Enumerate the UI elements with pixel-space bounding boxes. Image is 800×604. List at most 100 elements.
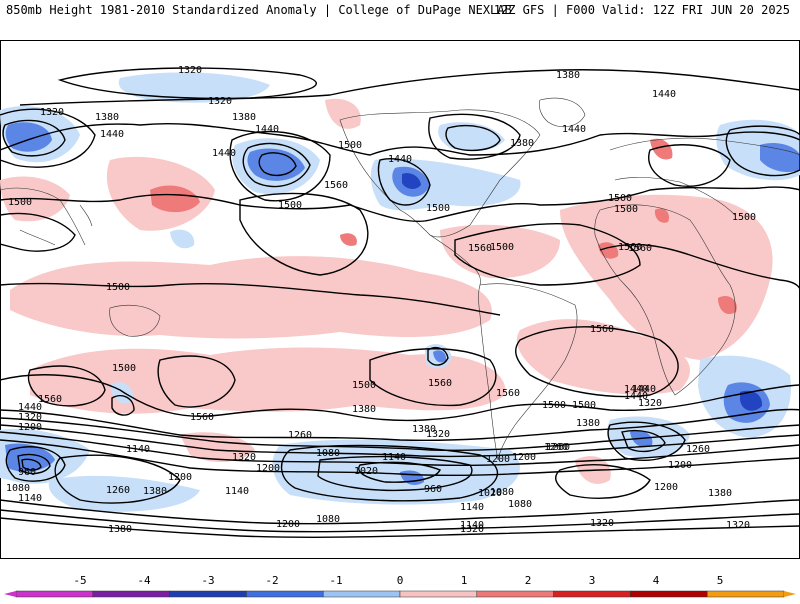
contour-label: 1500 xyxy=(490,242,514,253)
pos-anomaly-south-pacific xyxy=(30,347,506,414)
contour-label: 1440 xyxy=(562,124,586,135)
contour-1380-hudson xyxy=(445,124,501,152)
contour-label: 1380 xyxy=(95,112,119,123)
eurasia-outline xyxy=(609,137,800,216)
contour-1380-arctic xyxy=(19,69,800,106)
contour-1500-south-indian xyxy=(111,394,135,416)
contour-1320-arctic xyxy=(57,67,317,100)
contour-1140-south-indian xyxy=(607,421,686,461)
contour-label: 1500 xyxy=(106,282,130,293)
contour-label: 1440 xyxy=(100,129,124,140)
contour-label: 1140 xyxy=(460,502,484,513)
legend-swatch xyxy=(169,590,247,598)
pos-anomaly-pacific-subtropics xyxy=(10,256,492,339)
legend-color-bar xyxy=(4,590,796,598)
contour-label: 1440 xyxy=(624,384,648,395)
pos-anomaly-south-atlantic xyxy=(516,319,690,395)
pos-core-mid-pacific xyxy=(340,233,357,246)
legend-tick-label: -4 xyxy=(137,574,151,587)
contour-1500-east-asia xyxy=(0,212,76,252)
pos-core-arabia xyxy=(654,208,669,223)
contour-1440-europe-ridge xyxy=(648,144,731,187)
contour-label: 1320 xyxy=(40,107,64,118)
contour-label: 1260 xyxy=(544,442,568,453)
north-america-outline xyxy=(339,109,541,238)
contour-label: 1200 xyxy=(486,454,510,465)
contour-label: 1080 xyxy=(316,514,340,525)
contour-label: 1500 xyxy=(8,197,32,208)
contour-label: 1260 xyxy=(106,485,130,496)
contour-1260-south-atlantic xyxy=(554,464,651,499)
contour-labels: 1320 1320 1380 1380 1320 1440 1440 1500 … xyxy=(6,65,756,535)
legend-tick-label: -3 xyxy=(201,574,214,587)
contour-label: 1440 xyxy=(255,124,279,135)
contour-1080-low-a xyxy=(5,446,66,482)
legend-canvas: -5 -4 -3 -2 -1 0 1 2 3 4 5 xyxy=(4,574,796,598)
contour-1200-far-south xyxy=(0,499,800,525)
contour-label: 1260 xyxy=(288,430,312,441)
contour-label: 1020 xyxy=(478,488,502,499)
contour-label: 1560 xyxy=(468,243,492,254)
contour-label: 1380 xyxy=(576,418,600,429)
contour-label: 1380 xyxy=(352,404,376,415)
greenland-outline xyxy=(538,97,586,128)
contour-label: 1560 xyxy=(628,243,652,254)
height-contours xyxy=(0,67,800,538)
legend-swatch xyxy=(399,590,478,598)
neg-core-deep-north-america xyxy=(402,173,421,189)
contour-1380-aleutian-low xyxy=(229,130,331,202)
map-title: 850mb Height 1981-2010 Standardized Anom… xyxy=(6,3,512,17)
contour-label: 1140 xyxy=(225,486,249,497)
legend-swatch xyxy=(246,590,324,598)
contour-label: 1080 xyxy=(490,487,514,498)
contour-label: 1020 xyxy=(354,466,378,477)
contour-1380-west-pacific xyxy=(0,108,96,168)
contour-label: 1500 xyxy=(732,212,756,223)
africa-outline xyxy=(594,204,736,396)
contour-label: 1320 xyxy=(18,412,42,423)
legend-swatch xyxy=(322,590,401,598)
contour-label: 1260 xyxy=(546,442,570,453)
contour-label: 960 xyxy=(18,467,36,478)
contour-label: 1380 xyxy=(510,138,534,149)
contour-1080-south-indian xyxy=(621,429,666,453)
contour-label: 1500 xyxy=(542,400,566,411)
japan-outline xyxy=(79,204,93,227)
contour-1560-mid-pacific-south xyxy=(427,346,449,366)
contour-label: 1200 xyxy=(18,422,42,433)
contour-label: 1440 xyxy=(632,384,656,395)
legend-tick-label: 1 xyxy=(461,574,468,587)
pos-core-north-pacific xyxy=(150,185,200,213)
contour-label: 1440 xyxy=(388,154,412,165)
contour-label: 1320 xyxy=(638,398,662,409)
contour-label: 1320 xyxy=(726,520,750,531)
legend-tick-label: -1 xyxy=(329,574,342,587)
contour-1440-hudson xyxy=(428,113,521,160)
contour-label: 1500 xyxy=(112,363,136,374)
contour-label: 1560 xyxy=(590,324,614,335)
contour-label: 1500 xyxy=(278,200,302,211)
legend-tick-label: 5 xyxy=(717,574,724,587)
contour-1380-south xyxy=(0,417,800,452)
contour-label: 1320 xyxy=(178,65,202,76)
contour-label: 1140 xyxy=(460,520,484,531)
contour-label: 1320 xyxy=(460,524,484,535)
contour-label: 1320 xyxy=(232,452,256,463)
contour-1560-south-pacific-west xyxy=(27,365,106,407)
legend-swatch xyxy=(553,590,631,598)
color-legend: -5 -4 -3 -2 -1 0 1 2 3 4 5 xyxy=(0,568,800,600)
contour-1560-africa xyxy=(599,243,800,291)
neg-core-southern-ocean-a xyxy=(5,443,55,472)
contour-1560-south-atlantic xyxy=(514,326,679,398)
contour-label: 1140 xyxy=(18,493,42,504)
contour-1560-south-pacific-mid xyxy=(157,355,236,408)
contour-1200-south xyxy=(0,439,800,477)
legend-swatch xyxy=(630,590,708,598)
contour-1320-aleutian-low xyxy=(242,142,311,188)
contour-label: 1440 xyxy=(624,391,648,402)
contour-1440-north-america-trough xyxy=(377,158,431,206)
contour-label: 1500 xyxy=(572,400,596,411)
contour-1440-north-pacific xyxy=(0,122,800,156)
contour-label: 1200 xyxy=(654,482,678,493)
contour-1320-far-south xyxy=(0,517,800,538)
